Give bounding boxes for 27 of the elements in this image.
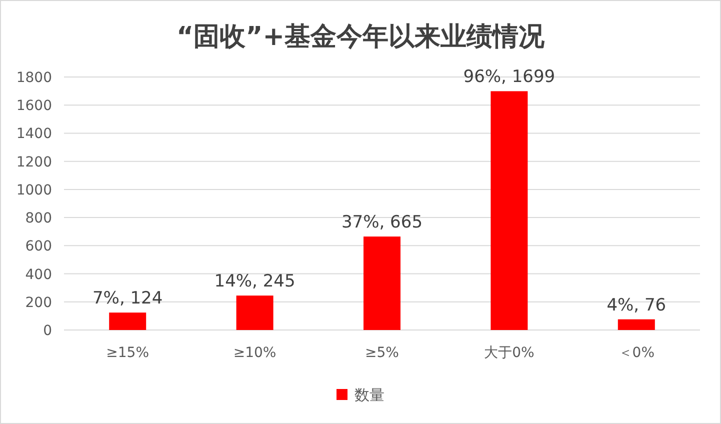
- data-label: 14%, 245: [214, 272, 296, 292]
- bar: [236, 296, 274, 330]
- bar: [490, 91, 528, 330]
- chart-title: “固收”+基金今年以来业绩情况: [176, 22, 546, 52]
- y-tick-label: 1000: [16, 182, 52, 198]
- y-tick-label: 0: [43, 323, 52, 339]
- bar: [109, 312, 146, 330]
- data-label: 4%, 76: [606, 295, 666, 316]
- y-tick-label: 400: [25, 266, 52, 283]
- y-tick-label: 200: [25, 294, 52, 311]
- x-tick-label: ≥10%: [233, 345, 276, 361]
- legend-label: 数量: [354, 386, 384, 404]
- data-label: 96%, 1699: [463, 67, 556, 88]
- y-tick-label: 800: [25, 210, 52, 227]
- y-tick-label: 600: [25, 238, 52, 255]
- data-label: 37%, 665: [341, 212, 423, 233]
- x-tick-label: 大于0%: [484, 345, 534, 361]
- y-tick-label: 1600: [16, 98, 52, 114]
- y-tick-label: 1400: [16, 126, 52, 142]
- x-tick-label: ≥15%: [106, 345, 150, 361]
- bar: [618, 319, 655, 330]
- bar: [364, 236, 400, 330]
- y-tick-label: 1200: [16, 154, 52, 170]
- x-tick-label: ＜0%: [618, 345, 655, 361]
- x-tick-label: ≥5%: [365, 345, 399, 361]
- y-tick-label: 1800: [16, 70, 52, 86]
- data-label: 7%, 124: [92, 288, 163, 309]
